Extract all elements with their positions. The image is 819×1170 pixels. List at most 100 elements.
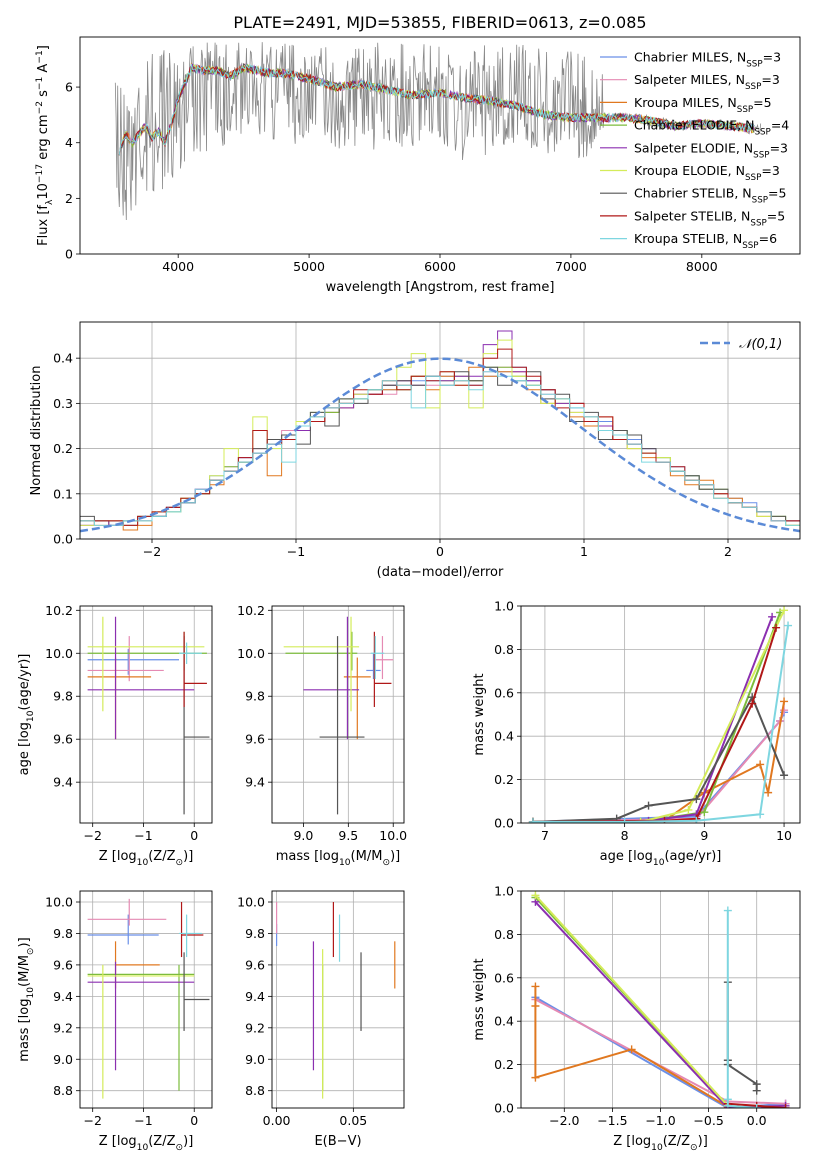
errorbar-point <box>87 631 207 671</box>
errorbar-point <box>87 961 195 1071</box>
chart-age_vs_mass: 9.0 9.5 10.0 9.4 9.6 9.8 10.0 10.2 mass [log10(M… <box>237 603 407 868</box>
weight-marker <box>723 1101 732 1108</box>
errorbar-point <box>179 642 202 665</box>
chart-residuals: −2 −1 0 1 2 0.0 0.1 0.2 0.3 0.4 (data−model)/error… <box>29 321 801 580</box>
errorbar-point <box>373 631 392 707</box>
x-tick-label: 0 <box>190 1113 198 1128</box>
x-tick-label: 9.5 <box>338 828 358 843</box>
y-tick-label: 9.0 <box>53 1052 73 1067</box>
x-axis-label: mass [log10(M/M⊙)] <box>276 849 400 868</box>
y-tick-label: 10.0 <box>237 895 265 910</box>
weight-marker <box>531 982 540 991</box>
plot-area <box>114 42 762 221</box>
y-tick-label: 10.0 <box>45 646 73 661</box>
weight-marker <box>752 1086 761 1095</box>
legend-label: Salpeter ELODIE, NSSP=3 <box>634 140 788 160</box>
legend-label: Chabrier STELIB, NSSP=5 <box>634 186 786 206</box>
chart-age_vs_Z: −2 −1 0 9.4 9.6 9.8 10.0 10.2 Z [log10(Z/Z⊙)] age… <box>17 603 213 868</box>
errorbar-point <box>87 964 195 1091</box>
legend-label: Chabrier MILES, NSSP=3 <box>634 50 781 70</box>
x-tick-label: 6000 <box>424 259 456 274</box>
x-tick-label: 0.0 <box>747 1113 767 1128</box>
weight-marker <box>531 1073 540 1082</box>
y-tick-label: 9.4 <box>245 989 265 1004</box>
weight-marker <box>620 817 629 823</box>
x-tick-label: 9 <box>700 828 708 843</box>
y-tick-label: 9.8 <box>245 689 265 704</box>
axes-frame <box>79 605 213 824</box>
y-tick-label: 10.2 <box>237 603 265 618</box>
x-tick-label: 0.05 <box>339 1113 367 1128</box>
errorbar-point <box>370 636 385 680</box>
x-axis-label: age [log10(age/yr)] <box>600 849 722 868</box>
y-axis-label: mass [log10(M/M⊙)] <box>17 937 36 1061</box>
axes-frame <box>271 890 405 1109</box>
errorbar-point <box>366 653 381 680</box>
y-tick-label: 4 <box>65 135 73 150</box>
y-tick-label: 9.6 <box>53 732 73 747</box>
x-tick-label: −1.5 <box>597 1113 627 1128</box>
x-axis-label: Z [log10(Z/Z⊙)] <box>613 1134 708 1153</box>
x-tick-label: 7 <box>541 828 549 843</box>
axes-frame <box>520 605 801 824</box>
x-tick-label: 2 <box>724 544 732 559</box>
axes-frame <box>520 890 801 1109</box>
y-tick-label: 0 <box>65 247 73 262</box>
weight-line-chabrier-miles <box>532 711 786 823</box>
errorbar-point <box>183 631 207 707</box>
model-spectrum-kroupa-stelib <box>118 63 755 156</box>
x-tick-label: 5000 <box>293 259 325 274</box>
y-tick-label: 8.8 <box>245 1083 265 1098</box>
x-tick-label: −2.0 <box>549 1113 579 1128</box>
errorbar-point <box>87 657 152 740</box>
y-tick-label: 0.6 <box>494 685 514 700</box>
y-tick-label: 0.8 <box>494 927 514 942</box>
x-tick-label: −1 <box>134 828 152 843</box>
x-tick-label: 10.0 <box>379 828 407 843</box>
y-tick-label: 8.8 <box>53 1083 73 1098</box>
y-tick-label: 9.0 <box>245 1052 265 1067</box>
y-tick-label: 0.4 <box>53 351 73 366</box>
errorbar-point <box>114 941 160 989</box>
x-axis-label: wavelength [Angstrom, rest frame] <box>326 280 555 295</box>
errorbar-point <box>183 952 210 1031</box>
y-tick-label: 9.2 <box>53 1020 73 1035</box>
weight-marker <box>756 810 765 819</box>
axes-frame <box>79 36 801 255</box>
x-tick-label: −2 <box>143 544 161 559</box>
axes-frame <box>271 605 405 824</box>
y-tick-label: 1.0 <box>494 599 514 614</box>
errorbar-point <box>343 657 371 740</box>
y-tick-label: 1.0 <box>494 884 514 899</box>
errorbar-point <box>283 616 360 712</box>
weight-marker <box>780 697 789 706</box>
weight-marker <box>752 1104 761 1108</box>
weight-line-kroupa-elodie <box>534 894 729 1107</box>
plot-area <box>528 606 793 823</box>
y-tick-label: 9.8 <box>53 689 73 704</box>
errorbar-point <box>285 631 358 671</box>
y-tick-label: 0.0 <box>494 816 514 831</box>
weight-line-salpeter-elodie <box>532 616 774 823</box>
y-tick-label: 0.3 <box>53 396 73 411</box>
weight-marker <box>784 621 793 630</box>
plot-area <box>283 616 394 815</box>
plot-area <box>87 616 210 815</box>
weight-marker <box>531 1002 540 1011</box>
y-tick-label: 9.6 <box>245 732 265 747</box>
x-axis-label: (data−model)/error <box>377 565 504 580</box>
x-tick-label: −1 <box>287 544 305 559</box>
weight-marker <box>692 816 701 823</box>
plot-area <box>87 898 210 1099</box>
errorbar-point <box>87 616 195 740</box>
y-tick-label: 0.8 <box>494 642 514 657</box>
x-tick-label: −2 <box>83 828 101 843</box>
y-tick-label: 9.8 <box>245 926 265 941</box>
weight-marker <box>780 771 789 780</box>
weight-marker <box>748 699 757 708</box>
y-tick-label: 0.6 <box>494 970 514 985</box>
weight-marker <box>627 1045 636 1054</box>
y-tick-label: 10.2 <box>45 603 73 618</box>
